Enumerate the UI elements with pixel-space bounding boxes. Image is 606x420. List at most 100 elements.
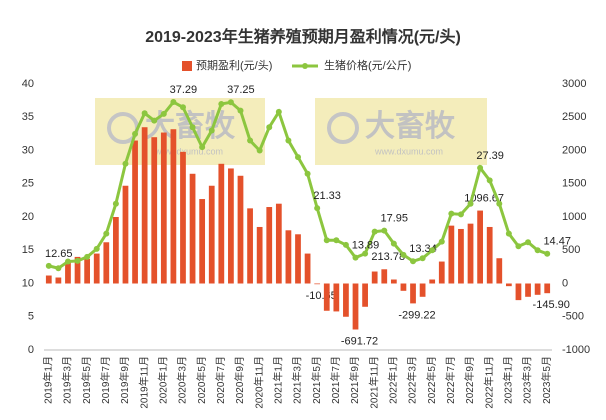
bar — [45, 275, 52, 284]
x-tick-label: 2019年9月 — [118, 356, 131, 404]
line-point — [390, 240, 397, 247]
bar — [544, 283, 551, 294]
line-point — [477, 164, 484, 171]
y-tick-label: 15 — [22, 244, 34, 256]
bar — [84, 258, 91, 284]
bar — [458, 228, 464, 284]
watermark-box — [315, 98, 487, 165]
line-point — [189, 124, 196, 131]
line-point — [515, 243, 522, 250]
line-point — [64, 258, 71, 265]
line-point — [103, 230, 110, 237]
bar — [113, 217, 119, 284]
y-tick-label: 40 — [22, 78, 34, 90]
bar — [141, 127, 148, 284]
x-tick-label: 2020年3月 — [176, 356, 189, 404]
line-point — [457, 211, 464, 218]
line-data-label: 21.33 — [313, 190, 341, 202]
bar-data-label: -691.72 — [341, 335, 378, 347]
watermark-logo — [327, 112, 359, 144]
line-point — [275, 108, 282, 115]
x-tick-label: 2019年3月 — [61, 356, 74, 404]
x-tick-label: 2021年5月 — [310, 356, 323, 404]
line-point — [170, 99, 177, 106]
line-point — [55, 265, 62, 272]
legend-label: 生猪价格(元/公斤) — [324, 58, 411, 72]
bar — [505, 283, 512, 287]
line-point — [323, 237, 330, 244]
y2-tick-label: -1000 — [562, 344, 590, 356]
bar — [496, 258, 503, 284]
line-point — [256, 147, 263, 154]
x-tick-label: 2021年11月 — [367, 356, 380, 409]
y2-tick-label: 2000 — [562, 144, 586, 156]
x-tick-label: 2020年7月 — [214, 356, 227, 404]
line-point — [486, 177, 493, 184]
x-tick-label: 2021年1月 — [271, 356, 284, 404]
line-point — [74, 257, 81, 264]
watermark-text: 大畜牧 — [365, 109, 456, 143]
y-tick-label: 0 — [28, 344, 34, 356]
line-data-label: 13.34 — [409, 243, 437, 255]
bar — [55, 277, 62, 284]
line-point — [122, 160, 129, 167]
y-tick-label: 10 — [22, 277, 34, 289]
line-point — [438, 238, 445, 245]
line-point — [132, 130, 139, 137]
bar — [323, 283, 330, 311]
bar — [314, 283, 321, 285]
bar — [515, 283, 522, 301]
x-tick-label: 2022年5月 — [425, 356, 438, 404]
x-tick-label: 2019年7月 — [99, 356, 112, 404]
legend-label: 预期盈利(元/头) — [196, 59, 272, 72]
bar — [371, 271, 378, 284]
line-point — [429, 247, 436, 254]
line-point — [285, 137, 292, 144]
bar — [74, 256, 81, 284]
line-point — [304, 170, 311, 177]
bar — [170, 129, 177, 284]
watermark-url: www.dxumu.com — [374, 146, 443, 156]
bar — [352, 283, 359, 330]
x-tick-label: 2019年5月 — [80, 356, 93, 404]
bar — [160, 132, 167, 284]
watermark-url: www.dxumu.com — [154, 146, 223, 156]
bar — [103, 242, 110, 284]
bar — [362, 283, 368, 307]
y-tick-label: 5 — [28, 311, 34, 323]
bar — [180, 151, 186, 284]
y-tick-label: 30 — [22, 144, 34, 156]
bar — [218, 163, 225, 284]
line-point — [179, 104, 186, 111]
line-point — [419, 255, 426, 262]
y2-tick-label: 1500 — [562, 178, 586, 190]
line-data-label: 12.65 — [45, 248, 73, 260]
x-tick-label: 2022年9月 — [463, 356, 476, 404]
line-point — [410, 258, 417, 265]
line-point — [112, 200, 119, 207]
y2-tick-label: 500 — [562, 244, 580, 256]
bar — [93, 253, 100, 284]
bar — [534, 283, 541, 295]
line-point — [505, 230, 512, 237]
line-data-label: 37.25 — [227, 84, 255, 96]
bar — [390, 279, 397, 284]
bar — [256, 226, 263, 284]
line-point — [544, 250, 551, 257]
line-point — [84, 253, 91, 260]
line-point — [352, 254, 359, 261]
y2-tick-label: 0 — [562, 277, 568, 289]
line-point — [333, 237, 340, 244]
y-tick-label: 25 — [22, 178, 34, 190]
bar — [343, 283, 349, 317]
line-point — [448, 210, 455, 217]
legend-swatch — [302, 63, 308, 69]
bar — [189, 173, 196, 284]
bar — [477, 210, 483, 284]
x-tick-label: 2023年1月 — [502, 356, 515, 404]
line-point — [218, 100, 225, 107]
x-tick-label: 2019年11月 — [137, 356, 150, 409]
line-point — [160, 110, 167, 117]
